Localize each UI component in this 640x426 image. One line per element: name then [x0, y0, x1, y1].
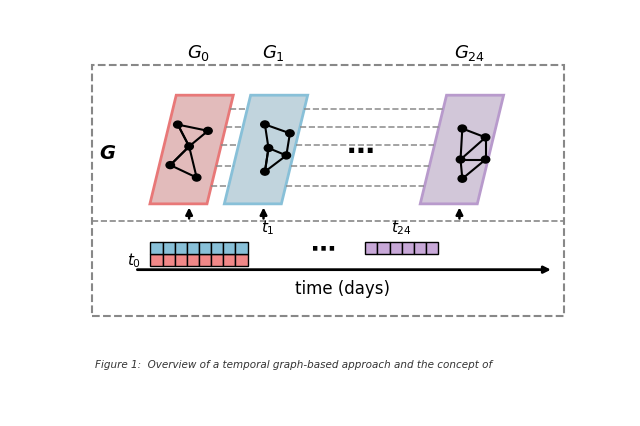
Circle shape	[458, 175, 467, 182]
Bar	[187, 242, 199, 254]
Bar	[150, 254, 163, 266]
Text: $\boldsymbol{G}$: $\boldsymbol{G}$	[99, 144, 116, 163]
Bar	[187, 254, 199, 266]
Text: $\mathbf{\cdots}$: $\mathbf{\cdots}$	[310, 236, 335, 260]
Circle shape	[166, 161, 175, 169]
Text: $\boldsymbol{G_1}$: $\boldsymbol{G_1}$	[262, 43, 285, 63]
Polygon shape	[225, 95, 308, 204]
Text: $t_{24}$: $t_{24}$	[391, 218, 412, 237]
Polygon shape	[150, 95, 233, 204]
Text: time (days): time (days)	[296, 280, 390, 298]
Polygon shape	[150, 95, 233, 204]
Circle shape	[456, 156, 465, 163]
Bar	[402, 242, 414, 254]
Circle shape	[481, 134, 490, 141]
Text: $\mathbf{\cdots}$: $\mathbf{\cdots}$	[346, 135, 374, 164]
Text: Figure 1:  Overview of a temporal graph-based approach and the concept of: Figure 1: Overview of a temporal graph-b…	[95, 360, 492, 370]
Bar	[365, 242, 378, 254]
Polygon shape	[420, 95, 504, 204]
Bar	[163, 242, 175, 254]
Bar	[390, 242, 402, 254]
Polygon shape	[225, 95, 308, 204]
Bar	[414, 242, 426, 254]
Circle shape	[173, 121, 182, 128]
Circle shape	[282, 152, 291, 159]
Text: $t_0$: $t_0$	[127, 251, 141, 270]
Bar	[211, 254, 223, 266]
Bar	[175, 254, 187, 266]
Circle shape	[264, 144, 273, 152]
Circle shape	[193, 174, 201, 181]
Circle shape	[285, 130, 294, 137]
Bar	[426, 242, 438, 254]
Bar	[236, 254, 248, 266]
Text: $\boldsymbol{G_0}$: $\boldsymbol{G_0}$	[188, 43, 211, 63]
Bar	[175, 242, 187, 254]
Circle shape	[204, 127, 212, 134]
Bar	[163, 254, 175, 266]
Circle shape	[260, 121, 269, 128]
Polygon shape	[420, 95, 504, 204]
Circle shape	[481, 156, 490, 163]
Bar	[236, 242, 248, 254]
Bar	[199, 242, 211, 254]
Circle shape	[185, 143, 193, 150]
Bar	[199, 254, 211, 266]
Bar	[378, 242, 390, 254]
Bar	[223, 254, 236, 266]
Bar	[223, 242, 236, 254]
Text: $\boldsymbol{G_{24}}$: $\boldsymbol{G_{24}}$	[454, 43, 485, 63]
Text: $t_1$: $t_1$	[260, 218, 275, 237]
Circle shape	[260, 168, 269, 175]
Circle shape	[458, 125, 467, 132]
Bar	[211, 242, 223, 254]
Bar	[150, 242, 163, 254]
